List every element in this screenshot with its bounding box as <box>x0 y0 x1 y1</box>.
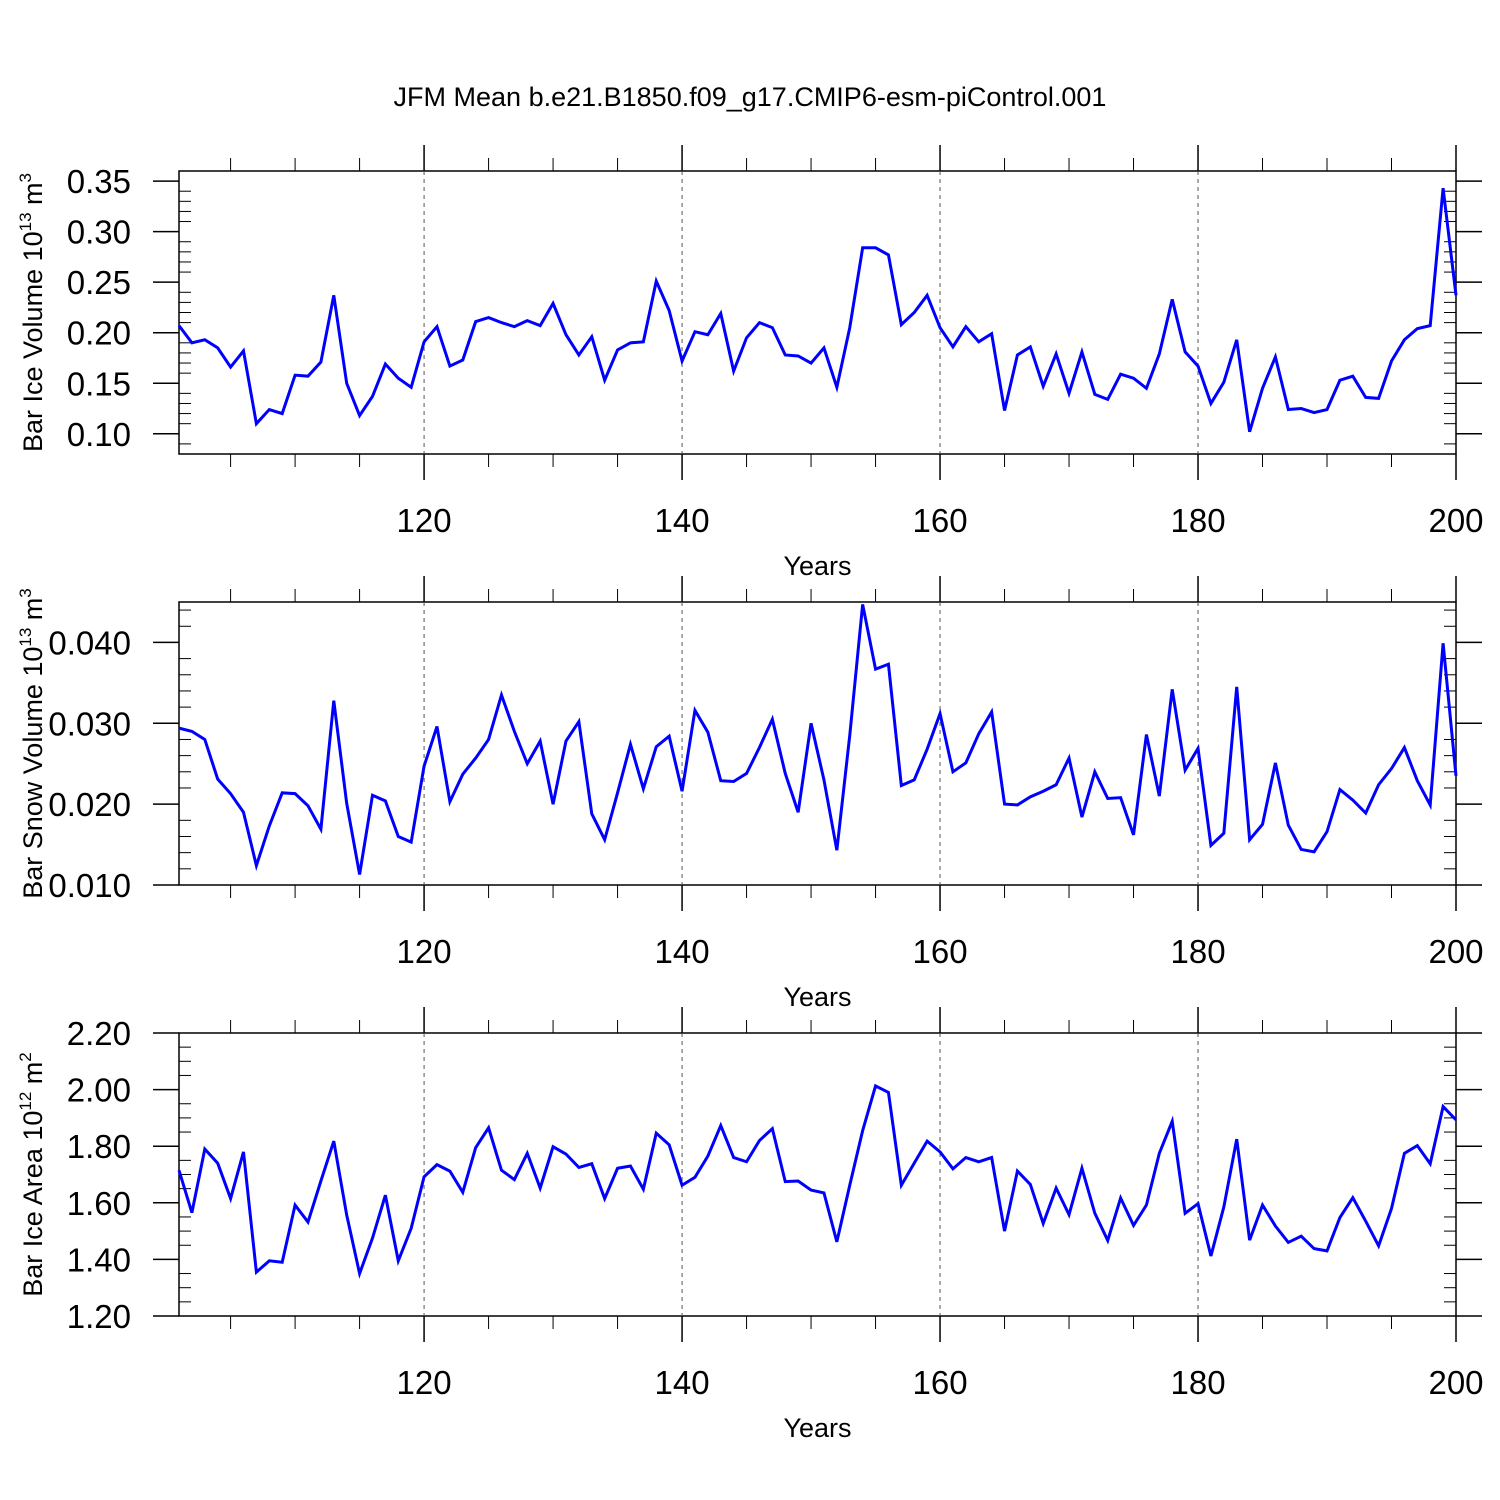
ice-area-y-tick-label: 1.20 <box>67 1298 131 1335</box>
snow-volume-y-axis-label-exponent: 13 <box>16 628 35 647</box>
ice-volume-x-tick-label: 120 <box>397 502 452 539</box>
snow-volume-x-tick-label: 180 <box>1170 933 1225 970</box>
snow-volume-y-axis-label: Bar Snow Volume 1013 m3 <box>16 588 48 899</box>
snow-volume-x-tick-label: 160 <box>913 933 968 970</box>
chart-title: JFM Mean b.e21.B1850.f09_g17.CMIP6-esm-p… <box>394 82 1107 112</box>
ice-area-panel: 1.20 1.40 1.60 1.80 2.00 2.20 120 140 160 180 200 Y… <box>16 1007 1484 1443</box>
ice-volume-y-axis-label-unit-exponent: 3 <box>16 173 35 182</box>
ice-area-x-tick-label: 200 <box>1428 1364 1483 1401</box>
ice-volume-y-tick-label: 0.35 <box>67 163 131 200</box>
ice-area-y-axis-label-unit-exponent: 2 <box>16 1052 35 1061</box>
ice-area-y-tick-label: 1.80 <box>67 1128 131 1165</box>
ice-area-y-axis-label-unit: m <box>18 1062 48 1092</box>
ice-area-y-axis-label: Bar Ice Area 1012 m2 <box>16 1052 48 1297</box>
snow-volume-y-axis-label-unit: m <box>18 598 48 628</box>
snow-volume-y-axis-label-text: Bar Snow Volume 10 <box>18 647 48 899</box>
snow-volume-x-axis-label: Years <box>783 982 851 1012</box>
ice-area-x-tick-label: 120 <box>397 1364 452 1401</box>
snow-volume-y-tick-label: 0.030 <box>48 705 131 742</box>
snow-volume-x-tick-label: 140 <box>655 933 710 970</box>
ice-volume-y-tick-label: 0.30 <box>67 214 131 251</box>
ice-volume-series-line <box>177 188 1458 433</box>
snow-volume-y-axis-label-unit-exponent: 3 <box>16 588 35 597</box>
snow-volume-panel: 0.010 0.020 0.030 0.040 120 140 160 180 200 Years… <box>16 576 1484 1012</box>
ice-area-series-line <box>177 1083 1458 1279</box>
ice-volume-x-tick-label: 160 <box>913 502 968 539</box>
ice-volume-x-tick-label: 200 <box>1428 502 1483 539</box>
snow-volume-x-tick-label: 120 <box>397 933 452 970</box>
ice-area-x-axis-label: Years <box>783 1413 851 1443</box>
ice-area-y-tick-label: 1.40 <box>67 1241 131 1278</box>
ice-area-x-tick-label: 180 <box>1170 1364 1225 1401</box>
ice-volume-y-tick-label: 0.15 <box>67 365 131 402</box>
snow-volume-y-tick-label: 0.010 <box>48 867 131 904</box>
snow-volume-x-tick-label: 200 <box>1428 933 1483 970</box>
ice-area-y-tick-label: 2.20 <box>67 1015 131 1052</box>
ice-volume-panel: 0.10 0.15 0.20 0.25 0.30 0.35 120 140 160 180 200 Y… <box>16 145 1484 581</box>
snow-volume-series-line <box>178 604 1458 875</box>
ice-volume-x-tick-label: 180 <box>1170 502 1225 539</box>
snow-volume-y-tick-label: 0.020 <box>48 786 131 823</box>
ice-area-y-tick-label: 1.60 <box>67 1185 131 1222</box>
ice-volume-y-axis-label-unit: m <box>18 182 48 212</box>
ice-area-x-tick-label: 160 <box>913 1364 968 1401</box>
snow-volume-plot-frame <box>178 601 1457 886</box>
ice-volume-x-tick-label: 140 <box>655 502 710 539</box>
ice-volume-y-axis-label-exponent: 13 <box>16 212 35 231</box>
ice-area-y-axis-label-text: Bar Ice Area 10 <box>18 1111 48 1297</box>
ice-volume-y-tick-label: 0.20 <box>67 315 131 352</box>
ice-volume-y-axis-label-text: Bar Ice Volume 10 <box>18 231 48 452</box>
ice-volume-y-axis-label: Bar Ice Volume 1013 m3 <box>16 173 48 452</box>
ice-area-x-tick-label: 140 <box>655 1364 710 1401</box>
ice-area-y-axis-label-exponent: 12 <box>16 1092 35 1111</box>
ice-volume-y-tick-label: 0.10 <box>67 416 131 453</box>
ice-area-y-tick-label: 2.00 <box>67 1072 131 1109</box>
ice-volume-y-tick-label: 0.25 <box>67 264 131 301</box>
snow-volume-y-tick-label: 0.040 <box>48 624 131 661</box>
ice-volume-x-axis-label: Years <box>783 551 851 581</box>
